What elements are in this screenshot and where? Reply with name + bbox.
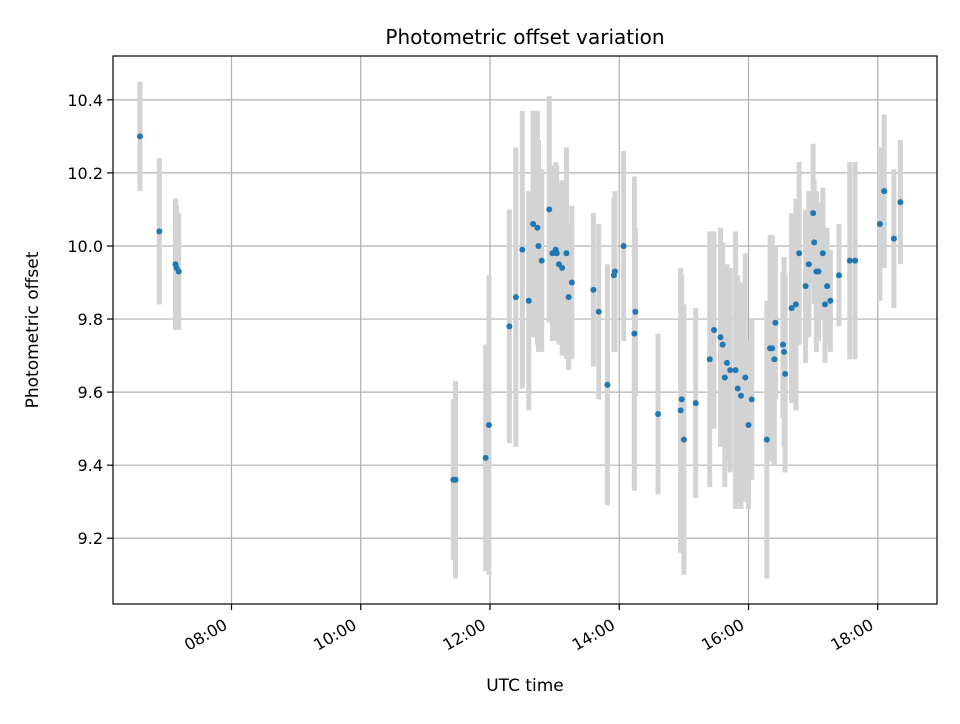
- data-point: [711, 327, 718, 333]
- data-point: [782, 370, 789, 377]
- y-tick-label: 10.0: [67, 237, 103, 256]
- data-point: [452, 476, 459, 483]
- data-point: [604, 381, 611, 388]
- data-point: [568, 279, 575, 286]
- x-axis-label: UTC time: [486, 676, 564, 696]
- data-point: [535, 242, 542, 249]
- data-point: [827, 297, 834, 304]
- data-point: [745, 421, 752, 428]
- data-point: [788, 305, 795, 312]
- data-point: [802, 283, 809, 290]
- data-point: [156, 228, 163, 235]
- data-points: [136, 133, 904, 483]
- data-point: [692, 400, 699, 407]
- data-point: [721, 374, 728, 381]
- data-point: [136, 133, 143, 140]
- data-point: [897, 199, 904, 206]
- data-point: [748, 396, 755, 403]
- data-point: [553, 250, 560, 257]
- data-point: [771, 356, 778, 363]
- plot-frame: [112, 55, 938, 605]
- data-point: [737, 392, 744, 399]
- data-point: [717, 334, 724, 341]
- y-tick-label: 9.8: [78, 310, 103, 329]
- data-point: [677, 407, 684, 414]
- data-point: [512, 294, 519, 301]
- y-axis-label: Photometric offset: [23, 251, 43, 408]
- data-point: [779, 341, 786, 348]
- chart-title: Photometric offset variation: [385, 25, 664, 49]
- data-point: [824, 283, 831, 290]
- data-point: [876, 221, 883, 228]
- y-tick-label: 9.2: [78, 529, 103, 548]
- data-point: [546, 206, 553, 213]
- data-point: [890, 235, 897, 242]
- data-point: [620, 242, 627, 249]
- data-point: [723, 359, 730, 366]
- data-point: [538, 257, 545, 264]
- data-point: [680, 436, 687, 443]
- data-point: [852, 257, 859, 264]
- data-point: [530, 221, 537, 228]
- data-point: [595, 308, 602, 315]
- y-axis-ticks: 9.2 9.4 9.6 9.8 10.0 10.2 10.4: [67, 91, 113, 548]
- data-point: [590, 286, 597, 293]
- data-point: [742, 374, 749, 381]
- y-tick-label: 9.4: [78, 456, 103, 475]
- data-point: [734, 385, 741, 392]
- data-point: [769, 345, 776, 352]
- data-point: [631, 330, 638, 337]
- data-point: [506, 323, 513, 330]
- data-point: [881, 188, 888, 195]
- data-point: [559, 264, 566, 271]
- data-point: [565, 294, 572, 301]
- data-point: [732, 367, 739, 374]
- data-point: [632, 308, 639, 315]
- data-point: [727, 367, 734, 374]
- y-tick-label: 9.6: [78, 383, 103, 402]
- data-point: [805, 261, 812, 268]
- data-point: [534, 224, 541, 231]
- data-point: [719, 341, 726, 348]
- y-tick-label: 10.2: [67, 164, 103, 183]
- data-point: [611, 268, 618, 275]
- data-point: [525, 297, 532, 304]
- data-point: [821, 301, 828, 308]
- y-tick-label: 10.4: [67, 91, 103, 110]
- data-point: [846, 257, 853, 264]
- data-point: [655, 411, 662, 418]
- data-point: [815, 268, 822, 275]
- data-point: [811, 239, 818, 246]
- data-point: [819, 250, 826, 257]
- data-point: [563, 250, 570, 257]
- data-point: [763, 436, 770, 443]
- data-point: [678, 396, 685, 403]
- data-point: [519, 246, 526, 253]
- data-point: [706, 356, 713, 363]
- data-point: [796, 250, 803, 257]
- data-point: [835, 272, 842, 279]
- data-point: [772, 319, 779, 326]
- data-point: [175, 268, 182, 275]
- data-point: [482, 454, 489, 461]
- data-point: [781, 348, 788, 355]
- data-point: [485, 421, 492, 428]
- data-point: [810, 210, 817, 217]
- data-point: [792, 301, 799, 308]
